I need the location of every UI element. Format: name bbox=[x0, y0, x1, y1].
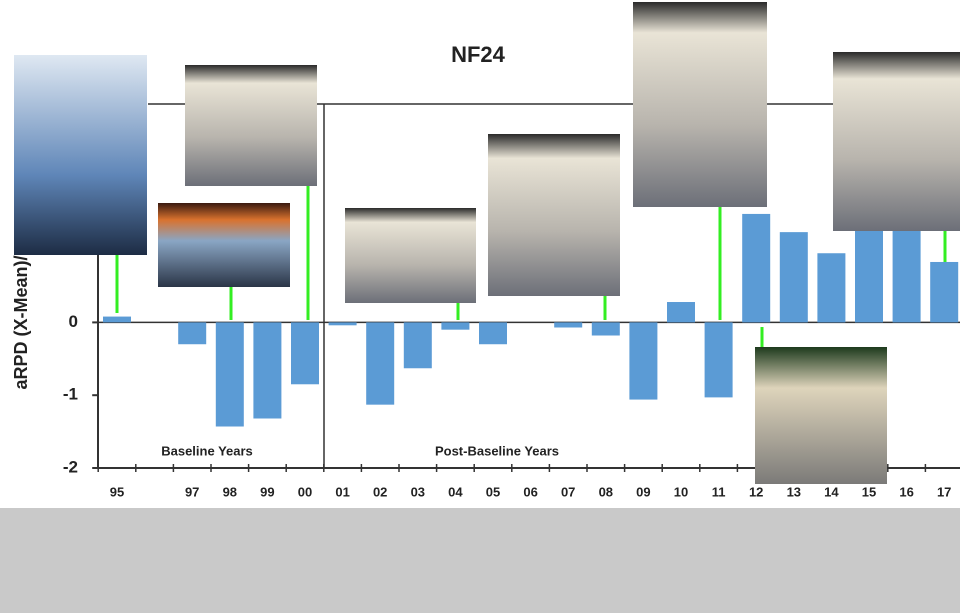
core-photo bbox=[633, 2, 767, 207]
bar bbox=[704, 322, 733, 398]
y-tick-label: -2 bbox=[63, 457, 78, 476]
x-tick-label: 02 bbox=[373, 484, 387, 499]
core-photo bbox=[755, 347, 887, 484]
x-tick-label: 05 bbox=[486, 484, 500, 499]
bar bbox=[253, 322, 282, 419]
bar bbox=[554, 322, 583, 328]
x-tick-label: 16 bbox=[899, 484, 913, 499]
x-tick-label: 14 bbox=[824, 484, 839, 499]
core-photo bbox=[833, 52, 960, 231]
x-tick-label: 07 bbox=[561, 484, 575, 499]
annotation: Post-Baseline Years bbox=[435, 443, 559, 458]
x-tick-label: 17 bbox=[937, 484, 951, 499]
core-photo bbox=[158, 203, 290, 287]
bar bbox=[742, 213, 771, 323]
bar bbox=[817, 253, 846, 323]
x-tick-label: 13 bbox=[787, 484, 801, 499]
x-tick-label: 97 bbox=[185, 484, 199, 499]
x-tick-label: 12 bbox=[749, 484, 763, 499]
core-photo bbox=[185, 65, 317, 186]
chart-title: NF24 bbox=[451, 42, 506, 67]
bar bbox=[366, 322, 395, 405]
bar bbox=[930, 261, 959, 323]
y-tick-label: -1 bbox=[63, 385, 78, 404]
x-tick-label: 10 bbox=[674, 484, 688, 499]
bar bbox=[328, 322, 357, 326]
bar bbox=[403, 322, 432, 369]
annotation: Baseline Years bbox=[161, 443, 253, 458]
photo-connectors bbox=[115, 186, 947, 347]
y-axis-label: aRPD (X-Mean)/SD bbox=[11, 230, 31, 389]
x-tick-label: 95 bbox=[110, 484, 124, 499]
x-tick-label: 08 bbox=[599, 484, 613, 499]
x-tick-label: 03 bbox=[411, 484, 425, 499]
bar bbox=[215, 322, 244, 427]
x-tick-label: 15 bbox=[862, 484, 876, 499]
bar bbox=[103, 316, 131, 323]
bar bbox=[479, 322, 507, 345]
core-photo bbox=[14, 55, 147, 255]
bar bbox=[178, 322, 207, 345]
photo-group bbox=[14, 2, 960, 484]
x-tick-label: 11 bbox=[712, 484, 726, 499]
x-tick-label: 00 bbox=[298, 484, 312, 499]
x-tick-label: 09 bbox=[636, 484, 650, 499]
bar bbox=[591, 322, 620, 336]
y-tick-label: 0 bbox=[69, 312, 78, 331]
bar bbox=[291, 322, 319, 385]
x-tick-label: 06 bbox=[523, 484, 537, 499]
core-photo bbox=[345, 208, 476, 303]
bar bbox=[441, 322, 470, 330]
bar bbox=[629, 322, 658, 400]
x-tick-label: 01 bbox=[335, 484, 349, 499]
bar bbox=[667, 302, 695, 323]
bar bbox=[855, 227, 883, 323]
bar bbox=[779, 232, 808, 323]
core-photo bbox=[488, 134, 620, 296]
bar bbox=[892, 227, 921, 323]
x-tick-label: 98 bbox=[223, 484, 237, 499]
x-tick-label: 04 bbox=[448, 484, 463, 499]
x-tick-label: 99 bbox=[260, 484, 274, 499]
footer-band bbox=[0, 508, 960, 613]
